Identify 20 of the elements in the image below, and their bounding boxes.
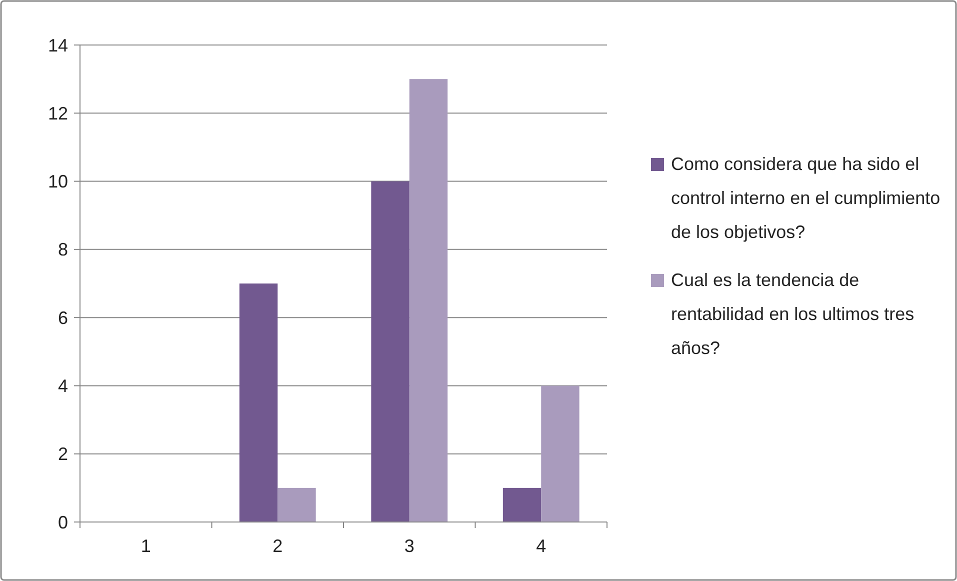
y-tick-label: 8: [58, 240, 68, 260]
y-tick-label: 4: [58, 376, 68, 396]
y-tick-label: 2: [58, 444, 68, 464]
bar: [502, 488, 542, 522]
bar: [278, 488, 316, 522]
y-tick-label: 6: [58, 308, 68, 328]
bar: [409, 79, 448, 522]
y-tick-label: 14: [48, 35, 68, 56]
bar: [541, 386, 580, 522]
bar: [239, 284, 278, 522]
bar: [371, 181, 410, 522]
legend-label: Como considera que ha sido el control interno en el cumplimiento de los objetivos?: [671, 154, 940, 242]
y-tick-label: 10: [48, 172, 68, 192]
x-tick-label: 4: [536, 536, 546, 556]
y-tick-label: 0: [58, 512, 68, 532]
legend-label: Cual es la tendencia de rentabilidad en los ultimos tres años?: [671, 270, 914, 358]
x-tick-label: 3: [404, 536, 414, 556]
y-tick-label: 12: [48, 103, 68, 124]
x-tick-label: 2: [272, 536, 283, 556]
x-tick-label: 1: [140, 536, 151, 556]
